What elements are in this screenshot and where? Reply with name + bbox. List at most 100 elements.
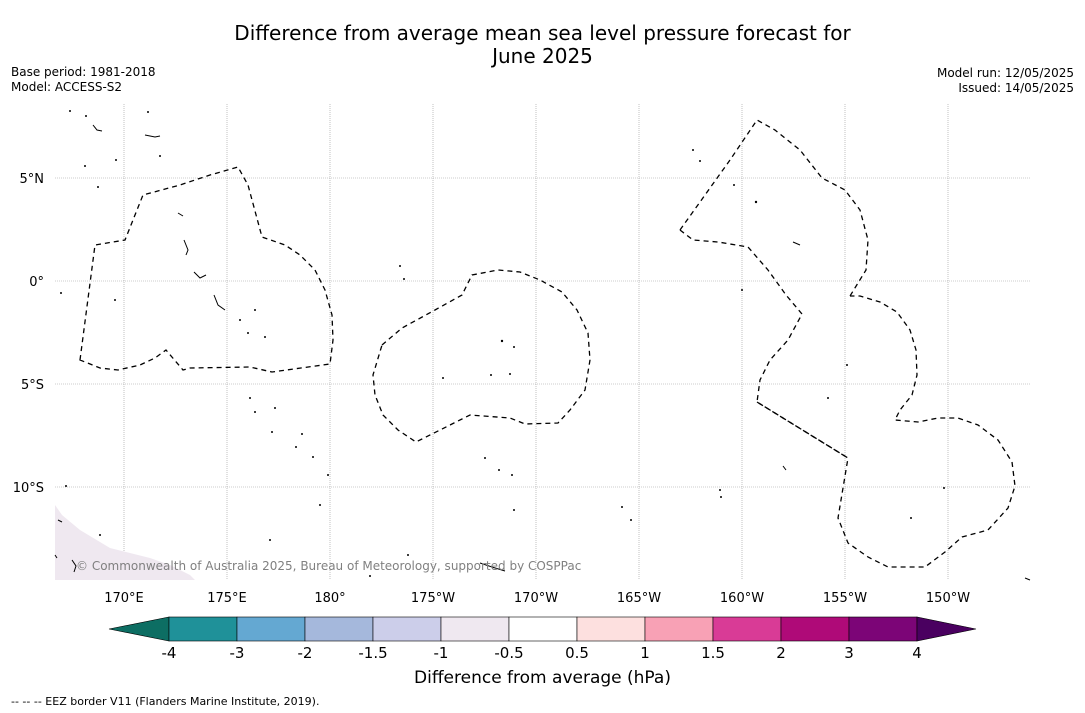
- island: [699, 160, 701, 162]
- title-line-1: Difference from average mean sea level p…: [234, 21, 851, 45]
- island: [114, 299, 116, 301]
- colorbar-tick-label: -3: [230, 644, 245, 662]
- footnote: -- -- -- EEZ border V11 (Flanders Marine…: [11, 695, 320, 708]
- chart-title: Difference from average mean sea level p…: [0, 22, 1085, 68]
- colorbar-tick-label: 4: [912, 644, 922, 662]
- colorbar-extend-min: [108, 616, 170, 642]
- island: [193, 271, 207, 279]
- lon-tick-label: 155°W: [823, 591, 867, 606]
- title-line-2: June 2025: [492, 44, 593, 68]
- island: [57, 519, 63, 523]
- island: [327, 474, 329, 476]
- eez-border-east-inner: [679, 229, 1016, 568]
- latitude-labels: 5°N 0° 5°S 10°S: [13, 172, 44, 496]
- islands: [54, 124, 1031, 581]
- island: [264, 336, 266, 338]
- copyright-text: © Commonwealth of Australia 2025, Bureau…: [76, 559, 581, 573]
- island: [274, 407, 276, 409]
- lon-tick-label: 175°E: [207, 591, 247, 606]
- colorbar-segment: [508, 616, 578, 642]
- island: [247, 332, 249, 334]
- lat-tick-label: 0°: [29, 275, 44, 290]
- eez-border-east-north: [679, 119, 869, 297]
- island: [827, 397, 829, 399]
- island: [271, 431, 273, 433]
- island: [719, 489, 721, 491]
- island: [177, 212, 184, 217]
- lon-tick-label: 150°W: [926, 591, 970, 606]
- colorbar-tick-label: -1.5: [358, 644, 387, 662]
- island: [498, 469, 500, 471]
- colorbar-segment: [236, 616, 306, 642]
- island: [511, 474, 513, 476]
- island: [692, 149, 694, 151]
- colorbar-extend-max: [916, 616, 977, 642]
- island: [69, 110, 71, 112]
- island: [115, 159, 117, 161]
- island: [509, 373, 511, 375]
- island: [54, 554, 58, 559]
- colorbar-segment: [372, 616, 442, 642]
- anomaly-patch: [55, 505, 195, 580]
- island: [621, 506, 623, 508]
- island: [254, 411, 256, 413]
- lon-tick-label: 180°: [314, 591, 345, 606]
- issued-date: Issued: 14/05/2025: [958, 81, 1074, 95]
- island: [484, 457, 486, 459]
- meta-left: Base period: 1981-2018 Model: ACCESS-S2: [11, 65, 156, 95]
- island: [239, 319, 241, 321]
- island: [733, 184, 735, 186]
- island: [99, 534, 101, 536]
- eez-border-west: [79, 166, 334, 373]
- island: [754, 200, 758, 204]
- island: [71, 559, 77, 573]
- island: [147, 111, 149, 113]
- lon-tick-label: 160°W: [720, 591, 764, 606]
- colorbar-segment: [780, 616, 850, 642]
- island: [92, 124, 103, 132]
- island: [741, 289, 743, 291]
- colorbar-tick-label: -2: [298, 644, 313, 662]
- island: [479, 562, 506, 572]
- island: [369, 575, 371, 577]
- colorbar-segment: [440, 616, 510, 642]
- colorbar-tick-label: 1.5: [701, 644, 725, 662]
- colorbar: [108, 616, 977, 642]
- colorbar-tick-label: 2: [776, 644, 786, 662]
- colorbar-segment: [304, 616, 374, 642]
- island: [910, 517, 912, 519]
- lat-tick-label: 10°S: [13, 481, 44, 496]
- colorbar-segment: [712, 616, 782, 642]
- island-dots: [60, 110, 945, 577]
- colorbar-tick-label: 0.5: [565, 644, 589, 662]
- island: [319, 504, 321, 506]
- island: [782, 465, 787, 471]
- island: [846, 364, 848, 366]
- island: [213, 294, 226, 311]
- lon-tick-label: 175°W: [411, 591, 455, 606]
- meta-right: Model run: 12/05/2025 Issued: 14/05/2025: [937, 66, 1074, 96]
- island: [630, 519, 632, 521]
- island: [60, 292, 62, 294]
- lon-tick-label: 165°W: [617, 591, 661, 606]
- eez-border-central: [372, 269, 591, 443]
- base-period: Base period: 1981-2018: [11, 65, 156, 79]
- island: [183, 239, 189, 256]
- colorbar-segment: [848, 616, 918, 642]
- colorbar-segment: [644, 616, 714, 642]
- lat-tick-label: 5°N: [20, 172, 45, 187]
- island: [1024, 577, 1031, 581]
- island: [720, 496, 722, 498]
- island: [399, 265, 401, 267]
- island: [254, 309, 256, 311]
- island: [301, 433, 303, 435]
- colorbar-segment: [168, 616, 238, 642]
- island: [490, 374, 492, 376]
- lon-tick-label: 170°W: [514, 591, 558, 606]
- colorbar-tick-label: -0.5: [494, 644, 523, 662]
- island: [407, 554, 409, 556]
- island: [159, 155, 161, 157]
- island: [442, 377, 444, 379]
- island: [295, 446, 297, 448]
